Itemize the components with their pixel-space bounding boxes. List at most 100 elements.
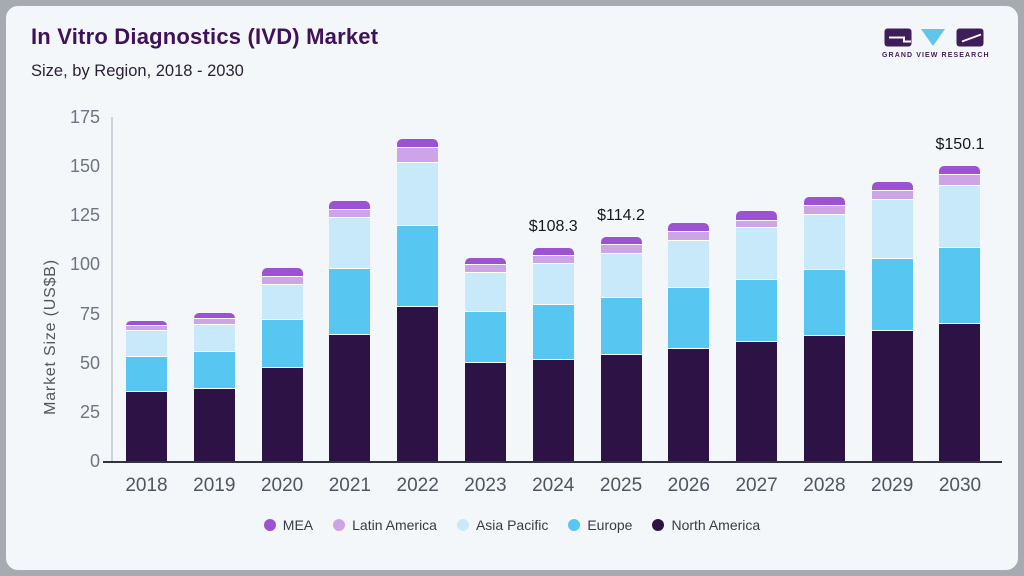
bar-segment-mea xyxy=(464,257,506,266)
bar-segment-europe xyxy=(736,279,778,343)
legend-item-asia-pacific: Asia Pacific xyxy=(456,517,548,533)
bar-segment-asia-pacific xyxy=(939,185,981,248)
legend-dot-icon xyxy=(568,519,581,531)
y-tick-label-25: 25 xyxy=(79,401,100,422)
bar-segment-europe xyxy=(532,304,574,360)
data-label-2024: $108.3 xyxy=(528,218,578,236)
legend-item-north-america: North America xyxy=(652,517,760,533)
bar-segment-latin-america xyxy=(600,245,642,254)
x-axis-label-2025: 2025 xyxy=(599,475,643,496)
bar-segment-asia-pacific xyxy=(803,214,845,270)
y-tick-label-125: 125 xyxy=(69,205,100,226)
plot-area: Market Size (US$B) 0 25 50 75 100 125 150 175 20… xyxy=(6,6,1018,570)
bar-segment-mea xyxy=(736,211,778,221)
bar-segment-latin-america xyxy=(871,191,913,201)
bar-2021 xyxy=(329,200,371,461)
bar-2030 xyxy=(939,165,981,461)
bar-segment-latin-america xyxy=(464,265,506,274)
y-tick-label-50: 50 xyxy=(79,352,100,373)
logo-caption: GRAND VIEW RESEARCH xyxy=(882,52,990,59)
bar-segment-north-america xyxy=(193,389,235,461)
bar-segment-europe xyxy=(803,269,845,337)
bar-2028 xyxy=(803,196,845,461)
x-axis-label-2028: 2028 xyxy=(803,475,846,496)
bar-segment-latin-america xyxy=(329,209,371,219)
bar-2022 xyxy=(397,138,439,461)
bar-segment-asia-pacific xyxy=(464,273,506,313)
x-axis-label-2022: 2022 xyxy=(396,475,439,496)
bar-segment-mea xyxy=(126,320,167,326)
bar-segment-north-america xyxy=(871,330,913,461)
bar-segment-europe xyxy=(668,288,710,350)
bar-segment-north-america xyxy=(736,342,778,461)
bar-segment-north-america xyxy=(803,336,845,461)
x-axis-label-2030: 2030 xyxy=(938,475,982,496)
bar-segment-latin-america xyxy=(668,232,710,241)
bar-segment-latin-america xyxy=(193,318,235,326)
bar-segment-mea xyxy=(261,268,303,278)
x-axis-label-2019: 2019 xyxy=(193,475,236,496)
bar-2023 xyxy=(464,257,506,461)
bar-segment-north-america xyxy=(329,335,371,461)
bar-segment-latin-america xyxy=(397,147,439,163)
bar-2027 xyxy=(736,211,778,461)
legend-item-latin-america: Latin America xyxy=(333,517,437,533)
bar-segment-latin-america xyxy=(736,220,778,228)
bar-segment-europe xyxy=(464,312,506,364)
legend-label: Latin America xyxy=(352,517,437,533)
bar-segment-asia-pacific xyxy=(532,264,574,305)
bar-segment-asia-pacific xyxy=(329,218,371,270)
bar-segment-latin-america xyxy=(803,206,845,215)
legend-dot-icon xyxy=(456,519,469,531)
legend-item-mea: MEA xyxy=(263,517,314,533)
bar-segment-north-america xyxy=(600,355,642,461)
bar-segment-latin-america xyxy=(261,277,303,285)
bar-segment-europe xyxy=(397,225,439,308)
bar-segment-europe xyxy=(871,258,913,331)
bar-segment-north-america xyxy=(397,307,439,461)
x-axis-label-2029: 2029 xyxy=(871,475,914,496)
x-axis-line xyxy=(103,460,1002,463)
bar-segment-mea xyxy=(329,200,371,210)
bar-2029 xyxy=(871,181,913,461)
x-axis-label-2023: 2023 xyxy=(464,475,507,496)
bar-2024 xyxy=(532,248,574,461)
bar-segment-north-america xyxy=(126,391,167,461)
bar-segment-mea xyxy=(193,312,235,319)
y-tick-label-0: 0 xyxy=(89,451,100,471)
y-tick-label-75: 75 xyxy=(79,303,100,324)
chart-card: In Vitro Diagnostics (IVD) Market Size, … xyxy=(6,6,1018,570)
bar-segment-asia-pacific xyxy=(397,162,439,226)
legend-dot-icon xyxy=(263,519,276,531)
gvr-logo-icon xyxy=(884,28,984,47)
y-tick-label-150: 150 xyxy=(69,156,100,177)
bar-segment-north-america xyxy=(668,349,710,461)
bar-segment-mea xyxy=(397,138,439,148)
bar-segment-europe xyxy=(600,297,642,356)
bar-segment-asia-pacific xyxy=(668,240,710,289)
bar-segment-asia-pacific xyxy=(261,284,303,320)
x-axis-label-2024: 2024 xyxy=(532,475,575,496)
bar-segment-asia-pacific xyxy=(126,330,167,358)
bar-segment-asia-pacific xyxy=(193,325,235,353)
bar-segment-europe xyxy=(193,352,235,390)
y-axis-line xyxy=(111,117,113,461)
x-axis-label-2020: 2020 xyxy=(260,475,304,496)
bar-segment-north-america xyxy=(464,363,506,461)
y-tick-label-175: 175 xyxy=(69,107,100,127)
bar-segment-asia-pacific xyxy=(871,200,913,259)
legend-item-europe: Europe xyxy=(568,517,632,533)
bar-segment-north-america xyxy=(939,323,981,461)
page-title: In Vitro Diagnostics (IVD) Market xyxy=(31,24,379,49)
bar-segment-europe xyxy=(261,319,303,368)
bar-segment-north-america xyxy=(261,367,303,461)
bar-segment-mea xyxy=(668,223,710,233)
data-label-2030: $150.1 xyxy=(935,135,985,153)
bar-segment-asia-pacific xyxy=(736,227,778,280)
bar-segment-europe xyxy=(939,247,981,324)
data-label-2025: $114.2 xyxy=(597,206,645,224)
bar-segment-europe xyxy=(126,357,167,392)
legend: MEA Latin America Asia Pacific Europe North … xyxy=(6,517,1018,533)
legend-label: MEA xyxy=(282,517,314,533)
